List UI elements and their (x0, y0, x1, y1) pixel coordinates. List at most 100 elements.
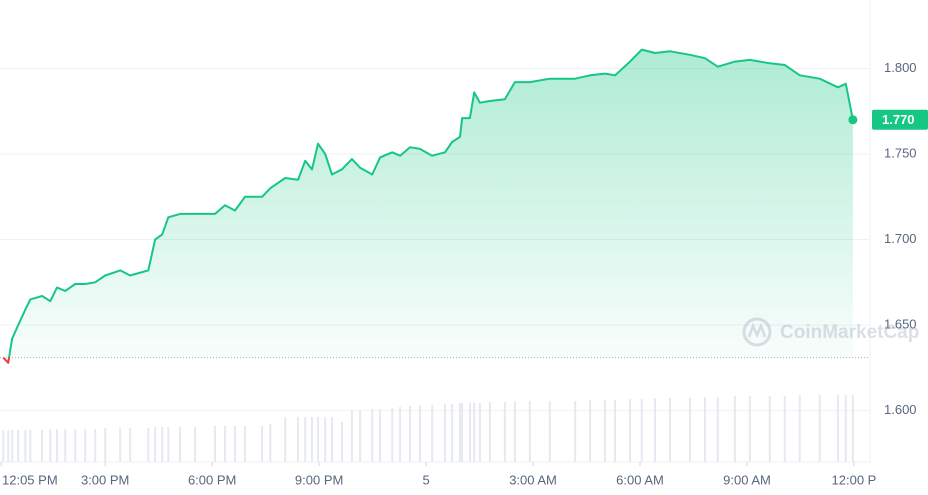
volume-bar (431, 405, 434, 462)
volume-bar (640, 399, 643, 462)
volume-bar (548, 401, 551, 462)
volume-bar (147, 428, 150, 462)
volume-bar (7, 430, 10, 462)
volume-bar (161, 427, 164, 462)
volume-bar (359, 410, 362, 462)
volume-bar (41, 430, 44, 462)
volume-bar (243, 426, 246, 462)
volume-bar (399, 407, 402, 462)
x-tick-label: 3:00 PM (81, 472, 129, 487)
volume-bar (340, 422, 343, 462)
volume-bar (458, 403, 461, 462)
watermark: CoinMarketCap (742, 317, 919, 347)
volume-bar (688, 398, 691, 462)
volume-bar (653, 398, 656, 462)
volume-bar (261, 426, 264, 462)
x-tick-label: 6:00 AM (616, 472, 664, 487)
volume-bar (179, 427, 182, 462)
volume-bar (473, 403, 476, 462)
volume-bar (11, 430, 14, 462)
volume-bar (2, 430, 5, 462)
volume-bar (604, 400, 607, 462)
volume-bar (768, 396, 771, 462)
volume-bar (330, 417, 333, 462)
price-area (3, 49, 853, 363)
volume-bars (2, 395, 854, 462)
y-tick-label: 1.700 (884, 231, 917, 246)
volume-bar (513, 401, 516, 462)
volume-bar (733, 396, 736, 462)
x-tick-label: 12:05 PM (2, 472, 58, 487)
volume-bar (836, 395, 839, 462)
volume-bar (716, 397, 719, 462)
volume-bar (29, 430, 32, 462)
volume-bar (297, 417, 300, 462)
volume-bar (379, 409, 382, 462)
volume-bar (818, 395, 821, 462)
volume-bar (49, 429, 52, 462)
volume-bar (488, 402, 491, 462)
volume-bar (371, 409, 374, 462)
x-tick-label: 9:00 AM (723, 472, 771, 487)
volume-bar (269, 424, 272, 462)
volume-bar (104, 428, 107, 462)
x-tick-label: 12:00 P (832, 472, 877, 487)
volume-bar (233, 426, 236, 462)
volume-bar (478, 403, 481, 462)
volume-bar (94, 429, 97, 462)
volume-bar (17, 430, 20, 462)
volume-bar (798, 395, 801, 462)
volume-bar (119, 428, 122, 462)
last-point (848, 115, 858, 125)
volume-bar (748, 396, 751, 462)
volume-bar (324, 417, 327, 462)
volume-bar (24, 430, 27, 462)
volume-bar (419, 405, 422, 462)
volume-bar (443, 404, 446, 462)
volume-bar (614, 400, 617, 462)
volume-bar (468, 403, 471, 462)
volume-bar (284, 417, 287, 462)
volume-bar (74, 429, 77, 462)
volume-bar (194, 427, 197, 462)
volume-bar (154, 427, 157, 462)
watermark-text: CoinMarketCap (780, 322, 919, 343)
y-tick-label: 1.750 (884, 145, 917, 160)
price-tag-label: 1.770 (882, 112, 915, 127)
volume-bar (310, 417, 313, 462)
x-tick-label: 5 (422, 472, 429, 487)
price-line (2, 48, 854, 364)
volume-bar (409, 406, 412, 462)
volume-bar (589, 400, 592, 462)
volume-bar (350, 410, 353, 462)
volume-bar (851, 395, 854, 462)
volume-bar (167, 427, 170, 462)
x-tick-label: 9:00 PM (295, 472, 343, 487)
volume-bar (56, 429, 59, 462)
y-tick-label: 1.600 (884, 402, 917, 417)
volume-bar (461, 403, 464, 462)
volume-bar (528, 401, 531, 462)
volume-bar (629, 399, 632, 462)
volume-bar (84, 429, 87, 462)
volume-bar (304, 417, 307, 462)
y-tick-label: 1.650 (884, 317, 917, 332)
volume-bar (223, 426, 226, 462)
volume-bar (451, 404, 454, 462)
volume-bar (317, 417, 320, 462)
volume-bar (668, 398, 671, 462)
volume-bar (503, 402, 506, 462)
volume-bar (574, 401, 577, 462)
y-tick-label: 1.800 (884, 60, 917, 75)
volume-bar (391, 408, 394, 462)
volume-bar (703, 397, 706, 462)
volume-bar (64, 429, 67, 462)
volume-bar (129, 428, 132, 462)
volume-bar (214, 426, 217, 462)
x-tick-label: 6:00 PM (188, 472, 236, 487)
price-tag (872, 109, 928, 130)
volume-bar (844, 395, 847, 462)
volume-bar (783, 396, 786, 462)
